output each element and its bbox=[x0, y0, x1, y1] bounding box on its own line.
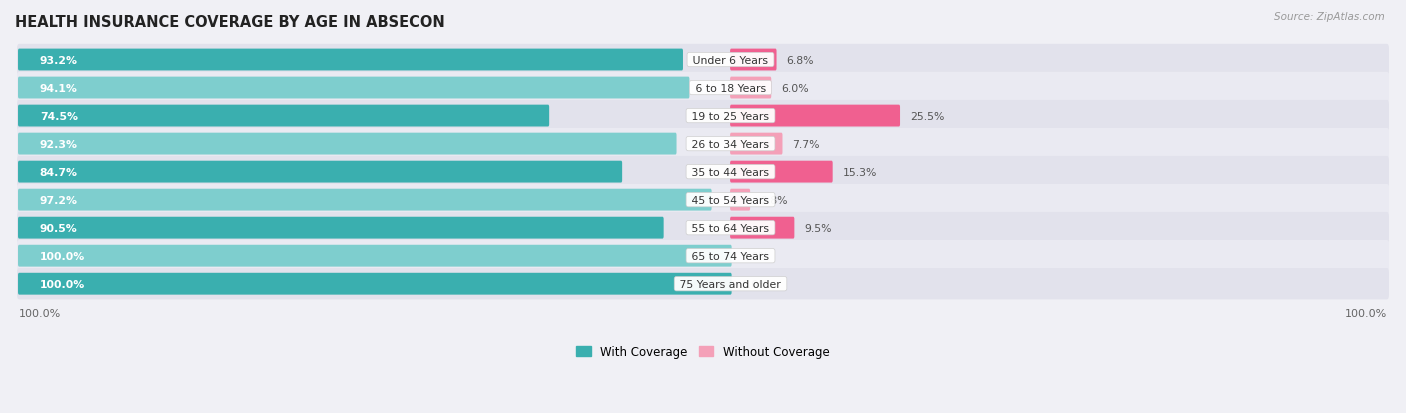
FancyBboxPatch shape bbox=[17, 101, 1389, 132]
Text: 74.5%: 74.5% bbox=[39, 112, 77, 121]
FancyBboxPatch shape bbox=[18, 245, 731, 267]
FancyBboxPatch shape bbox=[730, 133, 783, 155]
Text: 100.0%: 100.0% bbox=[1344, 308, 1386, 318]
FancyBboxPatch shape bbox=[17, 268, 1389, 300]
Text: 75 Years and older: 75 Years and older bbox=[676, 279, 785, 289]
Text: 55 to 64 Years: 55 to 64 Years bbox=[689, 223, 773, 233]
Text: 6.0%: 6.0% bbox=[782, 83, 808, 93]
FancyBboxPatch shape bbox=[17, 185, 1389, 216]
FancyBboxPatch shape bbox=[17, 45, 1389, 76]
Text: 100.0%: 100.0% bbox=[39, 279, 84, 289]
Text: Source: ZipAtlas.com: Source: ZipAtlas.com bbox=[1274, 12, 1385, 22]
FancyBboxPatch shape bbox=[730, 189, 751, 211]
FancyBboxPatch shape bbox=[730, 161, 832, 183]
Text: 100.0%: 100.0% bbox=[39, 251, 84, 261]
Legend: With Coverage, Without Coverage: With Coverage, Without Coverage bbox=[572, 341, 834, 363]
Text: 7.7%: 7.7% bbox=[793, 139, 820, 149]
Text: 0.0%: 0.0% bbox=[741, 251, 769, 261]
FancyBboxPatch shape bbox=[17, 240, 1389, 272]
Text: 93.2%: 93.2% bbox=[39, 55, 77, 65]
Text: 97.2%: 97.2% bbox=[39, 195, 77, 205]
Text: 100.0%: 100.0% bbox=[20, 308, 62, 318]
FancyBboxPatch shape bbox=[730, 77, 772, 99]
Text: 9.5%: 9.5% bbox=[804, 223, 832, 233]
FancyBboxPatch shape bbox=[18, 161, 621, 183]
Text: 25.5%: 25.5% bbox=[910, 112, 945, 121]
FancyBboxPatch shape bbox=[730, 217, 794, 239]
FancyBboxPatch shape bbox=[17, 128, 1389, 160]
Text: Under 6 Years: Under 6 Years bbox=[689, 55, 772, 65]
Text: 19 to 25 Years: 19 to 25 Years bbox=[689, 112, 773, 121]
Text: 15.3%: 15.3% bbox=[842, 167, 877, 177]
Text: HEALTH INSURANCE COVERAGE BY AGE IN ABSECON: HEALTH INSURANCE COVERAGE BY AGE IN ABSE… bbox=[15, 15, 444, 30]
Text: 0.0%: 0.0% bbox=[741, 279, 769, 289]
Text: 94.1%: 94.1% bbox=[39, 83, 77, 93]
FancyBboxPatch shape bbox=[17, 73, 1389, 104]
Text: 26 to 34 Years: 26 to 34 Years bbox=[689, 139, 773, 149]
FancyBboxPatch shape bbox=[18, 105, 550, 127]
FancyBboxPatch shape bbox=[18, 217, 664, 239]
Text: 2.8%: 2.8% bbox=[761, 195, 787, 205]
FancyBboxPatch shape bbox=[730, 50, 776, 71]
FancyBboxPatch shape bbox=[18, 189, 711, 211]
Text: 45 to 54 Years: 45 to 54 Years bbox=[689, 195, 773, 205]
Text: 6.8%: 6.8% bbox=[786, 55, 814, 65]
Text: 35 to 44 Years: 35 to 44 Years bbox=[689, 167, 773, 177]
FancyBboxPatch shape bbox=[18, 133, 676, 155]
Text: 92.3%: 92.3% bbox=[39, 139, 77, 149]
FancyBboxPatch shape bbox=[18, 273, 731, 295]
FancyBboxPatch shape bbox=[17, 157, 1389, 188]
FancyBboxPatch shape bbox=[18, 50, 683, 71]
Text: 90.5%: 90.5% bbox=[39, 223, 77, 233]
FancyBboxPatch shape bbox=[730, 105, 900, 127]
Text: 84.7%: 84.7% bbox=[39, 167, 77, 177]
Text: 65 to 74 Years: 65 to 74 Years bbox=[689, 251, 773, 261]
FancyBboxPatch shape bbox=[17, 212, 1389, 244]
Text: 6 to 18 Years: 6 to 18 Years bbox=[692, 83, 769, 93]
FancyBboxPatch shape bbox=[18, 77, 689, 99]
